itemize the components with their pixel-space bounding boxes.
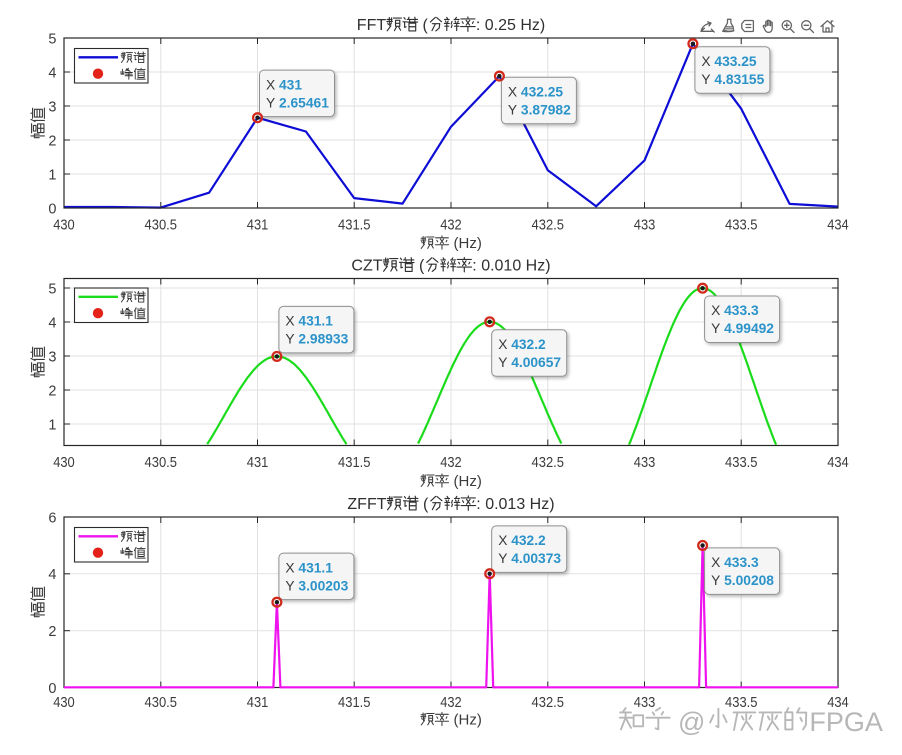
svg-text:3: 3: [48, 349, 56, 365]
svg-text:2.65461: 2.65461: [279, 95, 329, 110]
svg-text:4.99492: 4.99492: [724, 321, 774, 336]
svg-text:2: 2: [48, 624, 56, 640]
svg-text:1: 1: [48, 167, 56, 183]
svg-text:4: 4: [48, 567, 56, 583]
svg-text:4: 4: [48, 315, 56, 331]
svg-text:431.1: 431.1: [298, 560, 333, 575]
svg-text:434: 434: [827, 218, 849, 234]
svg-text:(Hz): (Hz): [454, 235, 482, 252]
svg-text:4.83155: 4.83155: [714, 72, 764, 87]
svg-text:432.5: 432.5: [532, 455, 565, 471]
svg-text:2: 2: [48, 133, 56, 149]
svg-text:X: X: [498, 533, 507, 548]
svg-text:432: 432: [440, 455, 462, 471]
svg-text:431: 431: [247, 218, 268, 234]
svg-text:432.25: 432.25: [521, 85, 564, 100]
svg-text:433: 433: [634, 218, 656, 234]
svg-text:431: 431: [247, 695, 268, 711]
svg-text:433.5: 433.5: [725, 455, 758, 471]
svg-text:X: X: [266, 77, 275, 92]
svg-text:X: X: [508, 85, 517, 100]
svg-text:X: X: [285, 560, 294, 575]
svg-text:Y: Y: [285, 578, 294, 593]
svg-text:Y: Y: [508, 103, 517, 118]
svg-text:431.5: 431.5: [338, 218, 371, 234]
svg-text:2.98933: 2.98933: [298, 332, 348, 347]
svg-text:433.25: 433.25: [714, 54, 757, 69]
svg-text:434: 434: [827, 455, 849, 471]
svg-text:433.5: 433.5: [725, 695, 758, 711]
svg-text:Y: Y: [498, 355, 507, 370]
svg-text:430: 430: [53, 455, 74, 471]
svg-text:(: (: [423, 496, 429, 513]
svg-text:(Hz): (Hz): [454, 473, 482, 490]
svg-text:3: 3: [48, 99, 56, 115]
svg-text:433: 433: [634, 695, 656, 711]
svg-text:431.5: 431.5: [338, 455, 371, 471]
svg-text:433.3: 433.3: [724, 555, 759, 570]
svg-text:3.00203: 3.00203: [298, 578, 348, 593]
svg-text:(: (: [423, 17, 429, 34]
svg-text:@: @: [678, 707, 705, 737]
svg-text:434: 434: [827, 695, 849, 711]
svg-text:4: 4: [48, 65, 56, 81]
svg-text:Y: Y: [711, 573, 720, 588]
svg-text:431: 431: [279, 77, 302, 92]
svg-text:(: (: [419, 258, 425, 275]
svg-text:FFT: FFT: [357, 17, 387, 34]
svg-text:ZFFT: ZFFT: [347, 496, 386, 513]
svg-text:430: 430: [53, 218, 74, 234]
svg-text:430.5: 430.5: [145, 455, 178, 471]
svg-text:(Hz): (Hz): [454, 711, 482, 728]
svg-text:1: 1: [48, 417, 56, 433]
svg-text:X: X: [285, 314, 294, 329]
svg-text:432.2: 432.2: [511, 337, 546, 352]
svg-text:Y: Y: [701, 72, 710, 87]
svg-text:2: 2: [48, 383, 56, 399]
svg-text:: 0.25 Hz): : 0.25 Hz): [476, 17, 545, 34]
svg-text:430.5: 430.5: [145, 695, 178, 711]
svg-text:Y: Y: [285, 332, 294, 347]
svg-text:5: 5: [48, 281, 56, 297]
svg-text:432: 432: [440, 695, 462, 711]
svg-text:4.00657: 4.00657: [511, 355, 561, 370]
svg-text:0: 0: [48, 681, 56, 697]
svg-text:Y: Y: [498, 551, 507, 566]
svg-text:431: 431: [247, 455, 268, 471]
svg-text:X: X: [711, 303, 720, 318]
svg-text:FPGA: FPGA: [809, 707, 883, 737]
svg-text:4.00373: 4.00373: [511, 551, 561, 566]
svg-text:431.5: 431.5: [338, 695, 371, 711]
svg-text:432: 432: [440, 218, 462, 234]
svg-text:X: X: [711, 555, 720, 570]
svg-text:433: 433: [634, 455, 656, 471]
svg-text:CZT: CZT: [351, 258, 382, 275]
svg-text:430: 430: [53, 695, 74, 711]
svg-text:FPGA: FPGA: [811, 709, 885, 739]
svg-text:432.2: 432.2: [511, 533, 546, 548]
svg-text:0: 0: [48, 201, 56, 217]
svg-text:432.5: 432.5: [532, 218, 565, 234]
svg-text:Y: Y: [266, 95, 275, 110]
svg-text:433.3: 433.3: [724, 303, 759, 318]
svg-text:433.5: 433.5: [725, 218, 758, 234]
svg-text:5: 5: [48, 31, 56, 47]
svg-text:430.5: 430.5: [145, 218, 178, 234]
svg-text:5.00208: 5.00208: [724, 573, 774, 588]
svg-text:X: X: [498, 337, 507, 352]
svg-text:6: 6: [48, 510, 56, 526]
svg-text:@: @: [680, 709, 707, 739]
svg-text:431.1: 431.1: [298, 314, 333, 329]
svg-text:432.5: 432.5: [532, 695, 565, 711]
svg-text:: 0.010 Hz): : 0.010 Hz): [472, 258, 550, 275]
svg-text:3.87982: 3.87982: [521, 103, 571, 118]
svg-text:X: X: [701, 54, 710, 69]
svg-text:: 0.013 Hz): : 0.013 Hz): [476, 496, 554, 513]
svg-text:Y: Y: [711, 321, 720, 336]
